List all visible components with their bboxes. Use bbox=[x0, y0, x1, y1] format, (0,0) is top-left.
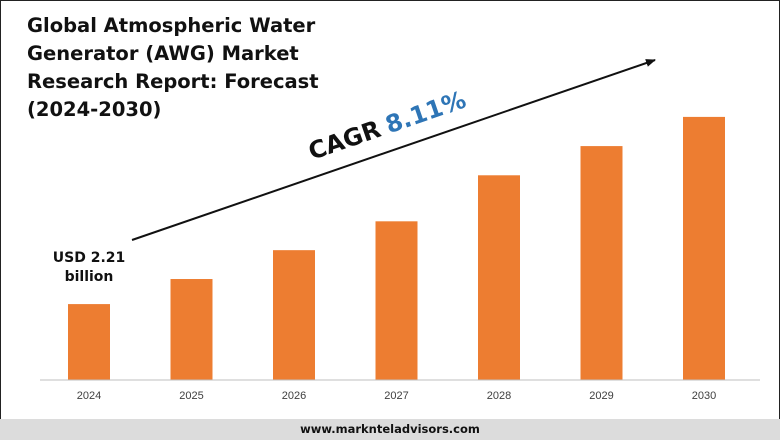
x-tick-label-2024: 2024 bbox=[77, 390, 101, 402]
start-value-label-line-1: USD 2.21 bbox=[53, 250, 126, 266]
chart-title-line-1: Global Atmospheric Water bbox=[27, 14, 316, 37]
x-tick-label-2027: 2027 bbox=[384, 390, 408, 402]
cagr-annotation: CAGR8.11% bbox=[305, 86, 470, 166]
bar-2029 bbox=[580, 146, 623, 380]
x-tick-label-2030: 2030 bbox=[692, 390, 716, 402]
chart-title-line-4: (2024-2030) bbox=[27, 98, 162, 121]
x-tick-label-2026: 2026 bbox=[282, 390, 306, 402]
footer-bar: www.marknteladvisors.com bbox=[0, 419, 780, 440]
chart-title-line-2: Generator (AWG) Market bbox=[27, 42, 299, 65]
x-tick-label-2029: 2029 bbox=[589, 390, 613, 402]
footer-website: www.marknteladvisors.com bbox=[300, 422, 480, 436]
bar-chart: 2024 2025 2026 2027 2028 2029 2030 USD 2.21 bi… bbox=[40, 59, 760, 402]
bar-2030 bbox=[683, 116, 725, 380]
start-value-label-line-2: billion bbox=[65, 269, 114, 285]
bar-2025 bbox=[170, 279, 213, 380]
svg-text:CAGR8.11%: CAGR8.11% bbox=[305, 86, 470, 166]
bar-2026 bbox=[273, 250, 315, 380]
cagr-value: 8.11% bbox=[382, 86, 470, 140]
x-tick-labels: 2024 2025 2026 2027 2028 2029 2030 bbox=[77, 390, 716, 402]
x-tick-label-2028: 2028 bbox=[487, 390, 511, 402]
bar-2028 bbox=[478, 175, 520, 380]
chart-title-line-3: Research Report: Forecast bbox=[27, 70, 319, 93]
chart-title: Global Atmospheric Water Generator (AWG)… bbox=[27, 12, 327, 124]
x-tick-label-2025: 2025 bbox=[179, 390, 203, 402]
bar-2024 bbox=[68, 304, 110, 380]
bar-2027 bbox=[375, 221, 418, 380]
cagr-trend-arrow bbox=[131, 59, 656, 241]
bars-group bbox=[68, 116, 725, 380]
